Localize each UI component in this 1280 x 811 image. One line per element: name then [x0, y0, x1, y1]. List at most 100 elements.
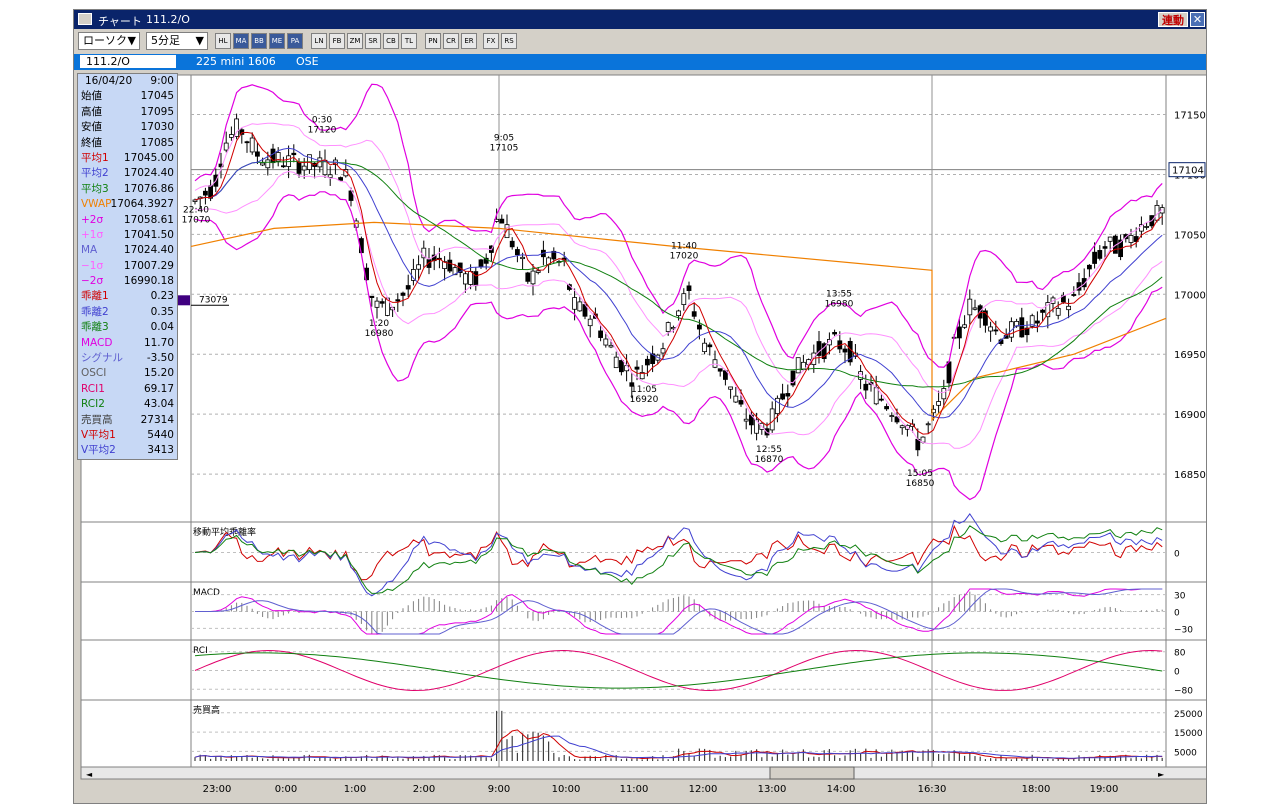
title-bar[interactable]: チャート 111.2/O 連動 ✕ — [74, 10, 1206, 29]
candle-body — [1045, 302, 1051, 318]
toolbar-button-pa[interactable]: PA — [287, 33, 303, 49]
toolbar-button-er[interactable]: ER — [461, 33, 477, 49]
subpanel-tick: 0 — [1174, 609, 1180, 619]
bollinger-lower-2 — [194, 191, 1163, 501]
data-panel-label: 乖離1 — [81, 290, 109, 303]
candle-body — [894, 416, 900, 423]
candle-body — [426, 259, 432, 268]
data-panel-row: −1σ 17007.29 — [78, 259, 177, 274]
toolbar-button-rs[interactable]: RS — [501, 33, 517, 49]
data-panel-value: 17024.40 — [123, 167, 174, 180]
interval-select[interactable]: 5分足 ▼ — [146, 32, 208, 50]
subpanel-title: MACD — [193, 588, 220, 598]
candle-body — [1081, 278, 1087, 288]
candle-body — [514, 249, 520, 256]
candle-body — [254, 151, 260, 157]
position-marker-label: 73079 — [199, 295, 228, 305]
candle-body — [707, 344, 713, 348]
toolbar-button-sr[interactable]: SR — [365, 33, 381, 49]
toolbar-button-hl[interactable]: HL — [215, 33, 231, 49]
candle-body — [619, 360, 624, 373]
toolbar-button-ln[interactable]: LN — [311, 33, 327, 49]
annotation-time: 22:40 — [183, 205, 209, 215]
annotation-time: 11:40 — [671, 241, 697, 251]
candle-body — [608, 344, 614, 348]
candle-body — [879, 398, 884, 401]
annotation-price: 16980 — [365, 329, 394, 339]
toolbar-button-fb[interactable]: FB — [329, 33, 345, 49]
subpanel-tick: −30 — [1174, 625, 1193, 635]
data-panel-label: 乖離3 — [81, 321, 109, 334]
data-panel-label: RCI1 — [81, 382, 105, 395]
candle-body — [728, 386, 733, 390]
candle-body — [374, 300, 380, 308]
candle-body — [405, 285, 411, 290]
candle-body — [842, 348, 848, 353]
candle-body — [681, 293, 687, 305]
candle-body — [265, 159, 271, 169]
annotation-price: 17070 — [182, 215, 211, 225]
chart-type-select[interactable]: ローソク ▼ — [78, 32, 140, 50]
toolbar-button-me[interactable]: ME — [269, 33, 285, 49]
bollinger-upper-2 — [194, 83, 1163, 368]
candle-body — [676, 310, 681, 317]
candle-body — [598, 330, 603, 338]
toolbar-button-cb[interactable]: CB — [383, 33, 399, 49]
candle-body — [291, 152, 297, 156]
data-panel-value: 0.04 — [150, 321, 174, 334]
data-panel-value: 17076.86 — [123, 182, 174, 195]
candle-body — [863, 383, 869, 391]
moving-average-3 — [194, 160, 1163, 388]
subpanel-tick: 0 — [1174, 550, 1180, 560]
toolbar-button-ma[interactable]: MA — [233, 33, 249, 49]
data-panel-value: 5440 — [147, 428, 174, 441]
data-panel-label: 平均2 — [81, 167, 109, 180]
candle-body — [338, 177, 344, 181]
data-panel-label: −2σ — [81, 275, 104, 288]
data-panel-label: 乖離2 — [81, 305, 109, 318]
data-panel-value: 15.20 — [143, 367, 174, 380]
scroll-left-arrow: ◄ — [86, 770, 93, 779]
price-tick: 17150 — [1174, 111, 1206, 122]
subpanel-tick: −80 — [1174, 686, 1193, 696]
chevron-down-icon: ▼ — [195, 34, 204, 47]
data-panel-label: RCI2 — [81, 398, 105, 411]
candle-body — [884, 406, 889, 410]
candle-body — [702, 342, 707, 353]
current-price-label: 17104 — [1172, 166, 1204, 177]
toolbar-button-zm[interactable]: ZM — [347, 33, 363, 49]
candle-body — [249, 137, 255, 153]
candle-body — [957, 326, 962, 339]
data-panel-value: 0.35 — [150, 305, 174, 318]
volume-average-2 — [194, 735, 1163, 759]
candle-body — [983, 310, 988, 326]
data-panel-date: 16/04/20 — [85, 75, 133, 87]
link-button[interactable]: 連動 — [1158, 12, 1188, 27]
toolbar-button-tl[interactable]: TL — [401, 33, 417, 49]
symbol-code-field[interactable]: 111.2/O — [80, 55, 176, 68]
time-tick-label: 1:00 — [344, 784, 366, 795]
chart-area[interactable]: 1715017100170501700016950169001685017104… — [74, 70, 1245, 806]
close-icon[interactable]: ✕ — [1190, 12, 1205, 27]
subpanel-tick: 15000 — [1174, 729, 1203, 739]
candle-body — [577, 301, 583, 312]
vwap-line — [190, 221, 1167, 422]
deviation-2 — [194, 513, 1163, 597]
toolbar-button-fx[interactable]: FX — [483, 33, 499, 49]
data-panel-label: +2σ — [81, 213, 104, 226]
toolbar-button-pn[interactable]: PN — [425, 33, 441, 49]
price-tick: 17050 — [1174, 230, 1206, 241]
toolbar-button-bb[interactable]: BB — [251, 33, 267, 49]
candle-body — [832, 331, 837, 335]
subpanel-title: 売買高 — [193, 704, 220, 716]
candle-body — [1144, 226, 1149, 228]
toolbar-button-cr[interactable]: CR — [443, 33, 459, 49]
price-tick: 16950 — [1174, 350, 1206, 361]
data-panel-row: 平均2 17024.40 — [78, 166, 177, 181]
data-panel-value: 11.70 — [143, 336, 174, 349]
candle-body — [645, 358, 650, 366]
candle-body — [400, 292, 406, 296]
data-panel-label: 安値 — [81, 121, 102, 134]
candle-body — [1092, 251, 1097, 264]
candle-body — [889, 415, 895, 418]
